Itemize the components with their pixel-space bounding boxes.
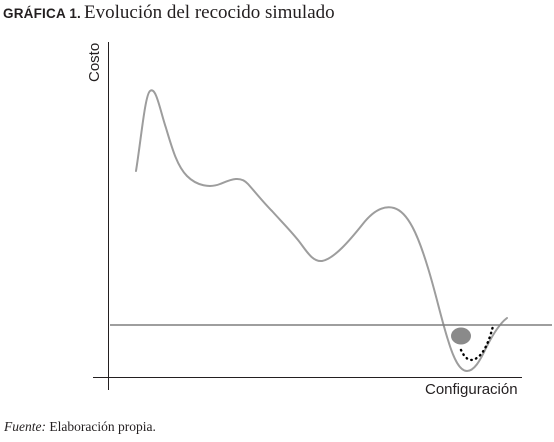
figure-caption: Evolución del recocido simulado xyxy=(84,2,335,23)
state-marker xyxy=(451,327,471,345)
source-text: Elaboración propia. xyxy=(49,419,156,434)
cost-curve xyxy=(135,89,508,372)
source-label: Fuente: xyxy=(4,419,46,434)
figure-label: GRÁFICA 1. xyxy=(3,6,82,21)
x-axis-label: Configuración xyxy=(425,381,518,398)
source-note: Fuente: Elaboración propia. xyxy=(4,419,156,435)
figure-title: GRÁFICA 1. Evolución del recocido simulad… xyxy=(3,2,335,25)
descent-path xyxy=(459,324,495,362)
y-axis-label: Costo xyxy=(86,43,103,82)
